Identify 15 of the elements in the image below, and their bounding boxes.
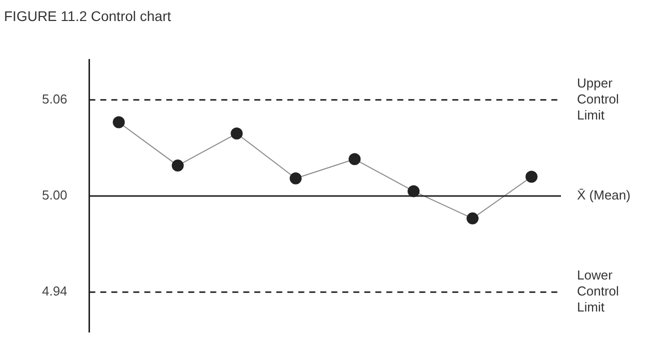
point <box>290 172 302 184</box>
point <box>526 170 538 183</box>
point <box>466 212 479 224</box>
y-tick-label: 5.06 <box>42 91 68 106</box>
point <box>230 128 243 140</box>
point <box>112 116 125 128</box>
y-tick-label: 4.94 <box>42 284 68 299</box>
point <box>172 160 184 172</box>
ref-line-label: Upper Control Limit <box>577 75 620 122</box>
ref-line-label: Lower Control Limit <box>577 268 620 315</box>
point <box>408 185 420 198</box>
chart-title: FIGURE 11.2 Control chart <box>3 7 172 26</box>
y-tick-label: 5.00 <box>42 188 68 203</box>
point <box>348 153 361 166</box>
ref-line-label: X̄ (Mean) <box>577 188 630 203</box>
